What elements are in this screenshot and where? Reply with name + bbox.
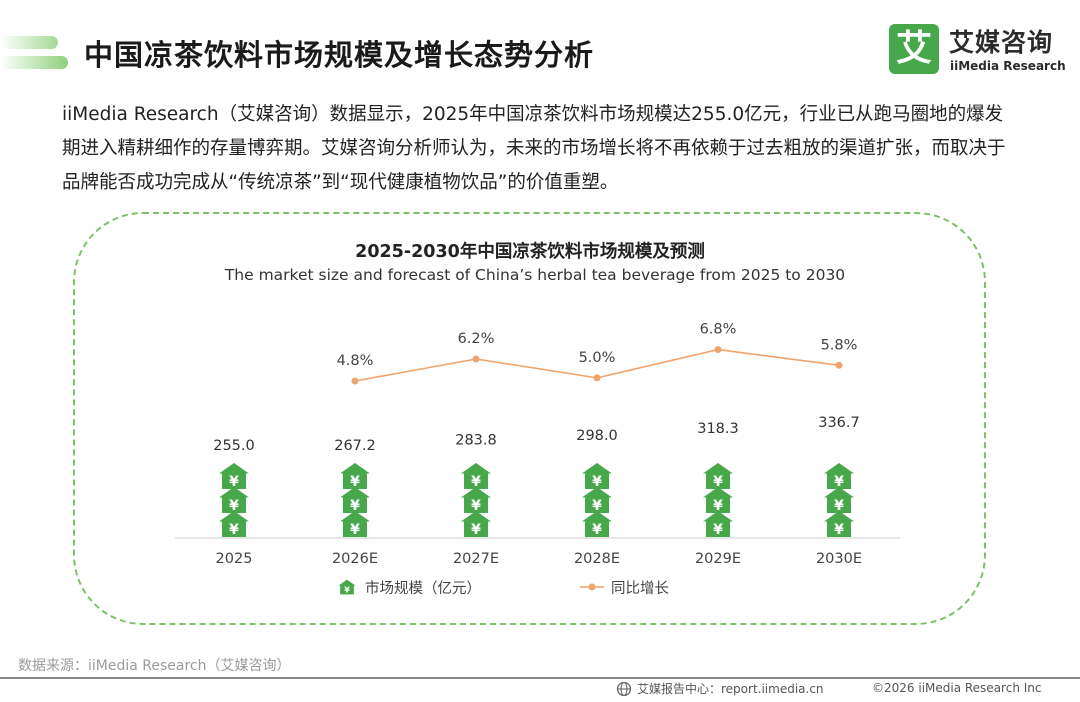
x-tick-label: 2025 (216, 551, 253, 567)
house-yuan-icon (824, 487, 854, 514)
house-yuan-icon (582, 487, 612, 514)
x-tick-label: 2028E (574, 551, 620, 567)
bar-2025 (219, 463, 249, 538)
house-yuan-icon (582, 511, 612, 538)
house-yuan-icon (461, 463, 491, 490)
growth-label: 6.8% (700, 322, 737, 338)
growth-label: 5.8% (821, 337, 858, 353)
data-source: 数据来源：iiMedia Research（艾媒咨询） (18, 658, 291, 674)
logo-name-cn: 艾媒咨询 (949, 28, 1054, 57)
x-tick-label: 2030E (816, 551, 862, 567)
growth-point (835, 361, 843, 369)
legend-item-market-size: 市场规模（亿元） (338, 579, 481, 597)
house-yuan-icon (340, 511, 370, 538)
legend-item-growth: 同比增长 (580, 580, 669, 597)
iimedia-logo: 艾 艾媒咨询 iiMedia Research (889, 22, 1069, 78)
house-yuan-icon (219, 511, 249, 538)
growth-point (472, 355, 480, 363)
title-accent-bar (0, 36, 68, 69)
house-yuan-icon (703, 511, 733, 538)
growth-point (351, 377, 359, 385)
globe-icon (616, 681, 632, 696)
intro-paragraph: iiMedia Research（艾媒咨询）数据显示，2025年中国凉茶饮料市场… (62, 104, 1006, 193)
house-yuan-icon (340, 487, 370, 514)
copyright: ©2026 iiMedia Research Inc (872, 681, 1042, 695)
bar-value-label: 336.7 (818, 415, 860, 431)
footer-divider (0, 677, 1080, 679)
x-tick-label: 2027E (453, 551, 499, 567)
house-yuan-icon-partial (703, 445, 733, 466)
house-yuan-icon (703, 487, 733, 514)
growth-point (714, 346, 722, 354)
report-center-link[interactable]: 艾媒报告中心：report.iimedia.cn (616, 680, 824, 697)
house-yuan-icon (461, 511, 491, 538)
bar-2028E (582, 451, 612, 538)
legend-house-icon (338, 579, 356, 595)
logo-mark-icon: 艾 (889, 24, 939, 74)
chart-subtitle: The market size and forecast of China’s … (224, 266, 845, 284)
house-yuan-icon (824, 463, 854, 490)
legend-label: 同比增长 (611, 580, 669, 597)
house-yuan-icon (703, 463, 733, 490)
bar-2029E (703, 445, 733, 538)
bar-value-label: 267.2 (334, 438, 376, 454)
growth-label: 6.2% (458, 331, 495, 347)
house-yuan-icon (340, 463, 370, 490)
legend-point-swatch (588, 583, 596, 591)
house-yuan-icon (824, 511, 854, 538)
house-yuan-icon (219, 463, 249, 490)
page-title: 中国凉茶饮料市场规模及增长态势分析 (84, 38, 595, 72)
report-center-text: 艾媒报告中心：report.iimedia.cn (637, 682, 824, 696)
bar-value-label: 298.0 (576, 428, 618, 444)
bar-2027E (461, 456, 491, 538)
house-yuan-icon (219, 487, 249, 514)
growth-point (593, 374, 601, 382)
growth-label: 5.0% (579, 350, 616, 366)
chart-frame (73, 212, 986, 625)
house-yuan-icon (461, 487, 491, 514)
logo-name-en: iiMedia Research (950, 59, 1066, 73)
house-yuan-icon-partial (824, 439, 854, 466)
legend-label: 市场规模（亿元） (365, 580, 481, 597)
x-tick-label: 2026E (332, 551, 378, 567)
growth-label: 4.8% (337, 353, 374, 369)
chart-title: 2025-2030年中国凉茶饮料市场规模及预测 (355, 241, 705, 262)
bar-value-label: 318.3 (697, 421, 739, 437)
house-yuan-icon (582, 463, 612, 490)
x-tick-label: 2029E (695, 551, 741, 567)
bar-value-label: 255.0 (213, 438, 255, 454)
bar-value-label: 283.8 (455, 433, 497, 449)
bar-2030E (824, 439, 854, 538)
